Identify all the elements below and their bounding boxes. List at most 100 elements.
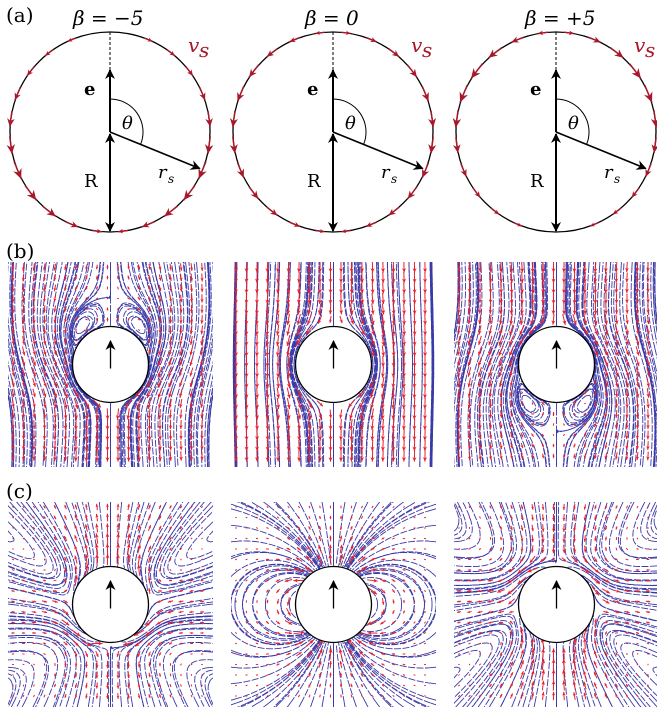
velocity-arrowhead xyxy=(520,434,524,438)
velocity-arrowhead xyxy=(168,361,172,367)
streamline xyxy=(622,262,646,464)
velocity-arrowhead xyxy=(583,433,587,437)
velocity-arrowhead xyxy=(158,287,162,292)
velocity-arrowhead xyxy=(42,351,47,356)
velocity-arrowhead xyxy=(603,278,608,283)
velocity-arrowhead xyxy=(64,631,69,636)
slip-velocity-arrowhead xyxy=(341,229,347,234)
velocity-arrowhead xyxy=(477,610,481,614)
rs-subscript: s xyxy=(614,172,620,186)
velocity-arrowhead xyxy=(32,382,36,387)
velocity-arrow xyxy=(371,684,374,687)
velocity-arrowhead xyxy=(189,340,194,345)
velocity-arrowhead xyxy=(265,373,270,378)
streamline xyxy=(163,702,167,707)
streamline xyxy=(77,462,79,467)
velocity-arrowhead xyxy=(635,278,640,283)
velocity-arrowhead xyxy=(520,267,525,273)
streamline xyxy=(153,462,155,467)
velocity-arrowhead xyxy=(488,456,493,460)
streamline xyxy=(34,262,36,267)
velocity-arrowhead xyxy=(179,435,183,440)
streamline xyxy=(653,443,656,467)
velocity-arrowhead xyxy=(233,352,239,357)
velocity-arrowhead xyxy=(276,600,280,605)
velocity-arrowhead xyxy=(158,319,162,323)
velocity-arrowhead xyxy=(32,340,36,345)
velocity-arrowhead xyxy=(64,536,67,540)
velocity-arrowhead xyxy=(21,382,26,387)
streamline xyxy=(8,612,80,636)
velocity-arrowhead xyxy=(604,403,608,408)
streamline xyxy=(474,338,495,467)
velocity-arrow xyxy=(190,505,193,509)
velocity-arrowhead xyxy=(499,652,502,656)
velocity-arrow xyxy=(392,526,395,530)
streamline xyxy=(351,638,433,669)
velocity-arrowhead xyxy=(189,309,194,314)
streamline xyxy=(454,573,526,597)
velocity-arrowhead xyxy=(265,436,270,441)
streamline xyxy=(153,634,213,704)
velocity-arrowhead xyxy=(147,642,151,646)
velocity-arrowhead xyxy=(370,652,374,656)
streamline xyxy=(335,505,345,565)
velocity-arrowhead xyxy=(116,653,120,657)
velocity-arrowhead xyxy=(499,526,502,530)
streamline xyxy=(8,659,35,704)
velocity-arrowhead xyxy=(614,393,619,398)
velocity-arrowhead xyxy=(158,536,162,540)
velocity-arrowhead xyxy=(233,341,239,347)
velocity-arrowhead xyxy=(318,535,322,540)
velocity-arrowhead xyxy=(489,683,492,687)
velocity-arrowhead xyxy=(74,276,78,281)
streamline xyxy=(8,628,77,704)
velocity-arrowhead xyxy=(200,445,204,450)
velocity-arrowhead xyxy=(126,674,130,679)
velocity-arrowhead xyxy=(422,457,428,462)
streamline xyxy=(431,540,436,543)
velocity-arrowhead xyxy=(265,330,270,336)
velocity-arrowhead xyxy=(234,404,239,410)
rs-subscript: s xyxy=(168,172,174,186)
streamline xyxy=(606,629,651,707)
streamline xyxy=(81,502,95,564)
velocity-arrowhead xyxy=(626,589,630,593)
velocity-arrowhead xyxy=(561,278,567,284)
streamline xyxy=(300,505,327,566)
velocity-arrowhead xyxy=(614,299,619,304)
streamline xyxy=(646,505,657,540)
velocity-arrowhead xyxy=(308,650,313,655)
velocity-arrowhead xyxy=(510,455,513,460)
velocity-arrowhead xyxy=(137,266,141,270)
velocity-arrow xyxy=(636,694,639,698)
velocity-arrowhead xyxy=(625,631,629,634)
velocity-arrowhead xyxy=(95,653,99,658)
velocity-arrowhead xyxy=(74,266,78,270)
velocity-arrowhead xyxy=(519,340,524,346)
streamline xyxy=(34,462,36,467)
velocity-arrowhead xyxy=(489,673,492,677)
velocity-arrowhead xyxy=(382,579,386,582)
velocity-arrow xyxy=(33,548,35,550)
slip-velocity-arrowhead xyxy=(6,143,15,154)
velocity-arrowhead xyxy=(499,683,503,687)
velocity-arrowhead xyxy=(422,446,427,452)
velocity-arrowhead xyxy=(625,382,630,388)
velocity-arrowhead xyxy=(412,268,417,273)
velocity-arrowhead xyxy=(402,309,407,315)
velocity-arrowhead xyxy=(372,568,377,572)
velocity-arrowhead xyxy=(43,372,47,377)
velocity-arrowhead xyxy=(158,557,161,561)
streamline xyxy=(347,639,431,704)
streamline xyxy=(140,262,170,464)
velocity-arrowhead xyxy=(530,299,535,305)
velocity-arrowhead xyxy=(562,517,566,521)
velocity-arrowhead xyxy=(541,278,546,284)
velocity-arrow xyxy=(584,402,586,405)
velocity-arrowhead xyxy=(510,537,513,541)
velocity-arrowhead xyxy=(233,310,238,315)
velocity-arrowhead xyxy=(370,299,375,305)
velocity-arrowhead xyxy=(594,568,600,573)
velocity-arrowhead xyxy=(116,695,120,699)
